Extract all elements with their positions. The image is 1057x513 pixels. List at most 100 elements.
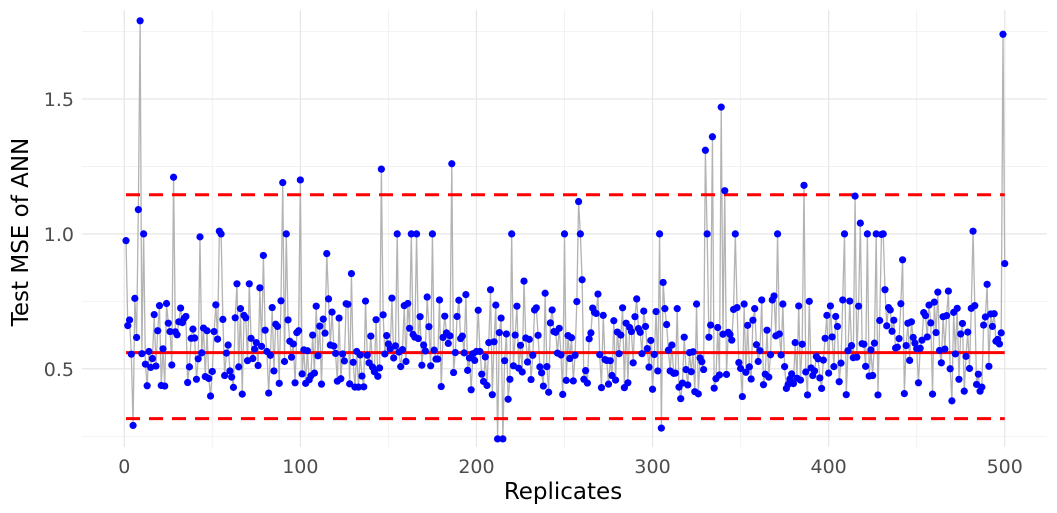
data-point [655, 230, 664, 238]
data-point [680, 333, 688, 341]
data-point [962, 352, 970, 360]
data-point [703, 230, 711, 238]
data-point [289, 340, 297, 348]
y-tick-label: 1.0 [44, 224, 74, 246]
data-point [766, 351, 775, 359]
series-line [125, 20, 1006, 439]
data-point [497, 314, 505, 322]
data-point [236, 305, 245, 313]
data-point [856, 219, 864, 227]
y-tick-label: 0.5 [44, 359, 74, 381]
data-point [474, 306, 482, 314]
data-point [145, 347, 153, 356]
data-point [335, 314, 343, 322]
data-point [449, 368, 458, 377]
data-point [504, 395, 512, 403]
data-point [486, 286, 495, 294]
data-point [983, 280, 991, 288]
data-point [555, 324, 563, 332]
data-point [701, 146, 709, 154]
data-point [208, 367, 216, 376]
data-point [132, 333, 141, 342]
data-point [751, 305, 759, 313]
data-point [437, 382, 445, 391]
data-point [205, 374, 213, 383]
data-point [668, 341, 676, 349]
data-point [684, 381, 692, 389]
data-point [261, 326, 269, 334]
data-point [367, 332, 375, 340]
data-point [418, 361, 426, 369]
data-point [259, 251, 267, 260]
data-point [476, 347, 484, 356]
data-point [280, 357, 289, 366]
data-point [478, 370, 486, 378]
data-point [823, 311, 831, 319]
data-point [397, 363, 405, 371]
data-point [641, 322, 650, 331]
data-point [523, 358, 532, 366]
data-point [323, 249, 331, 258]
data-point [955, 375, 963, 383]
data-point [934, 288, 942, 296]
data-point [557, 351, 565, 359]
data-point [657, 424, 665, 432]
data-point [714, 323, 722, 332]
data-point [162, 299, 171, 308]
data-point [943, 312, 951, 320]
data-point [798, 340, 806, 348]
data-point [640, 307, 648, 315]
data-point [985, 362, 993, 370]
data-point [759, 381, 768, 389]
data-point [694, 390, 702, 398]
data-point [310, 369, 319, 377]
data-point [571, 351, 579, 359]
data-point [256, 284, 264, 292]
data-point [604, 380, 613, 388]
data-point [295, 327, 303, 335]
data-point [249, 354, 257, 363]
data-point [250, 345, 259, 353]
data-point [615, 350, 623, 358]
data-point [296, 176, 304, 184]
x-axis-title: Replicates [504, 479, 622, 505]
data-point [907, 318, 916, 326]
data-point [339, 350, 347, 358]
data-point [826, 302, 835, 310]
data-point [740, 300, 748, 308]
data-point [356, 351, 364, 359]
data-point [536, 363, 544, 371]
data-point [268, 303, 276, 312]
data-point [705, 333, 713, 341]
data-point [277, 297, 285, 305]
data-point [458, 332, 466, 340]
data-point [747, 375, 755, 383]
data-point [928, 390, 937, 398]
data-point [876, 316, 884, 325]
data-point [981, 313, 989, 321]
data-point [960, 387, 968, 395]
data-point [648, 385, 657, 393]
data-point [407, 230, 415, 238]
data-point [879, 230, 887, 238]
x-tick-label: 100 [282, 456, 318, 478]
data-point [758, 296, 766, 304]
data-point [177, 304, 185, 312]
data-point [576, 230, 584, 238]
data-point [957, 330, 965, 338]
data-point [842, 391, 850, 399]
data-point [997, 329, 1005, 337]
data-point [638, 350, 646, 358]
data-point [154, 327, 162, 335]
data-point [247, 334, 255, 342]
data-point [203, 327, 211, 335]
data-point [493, 435, 502, 443]
data-point [390, 354, 398, 362]
data-point [710, 384, 718, 392]
data-point [978, 383, 986, 391]
data-point [386, 345, 394, 353]
data-point [309, 331, 317, 339]
data-point [194, 355, 202, 363]
data-point [266, 351, 275, 359]
data-point [279, 179, 287, 187]
